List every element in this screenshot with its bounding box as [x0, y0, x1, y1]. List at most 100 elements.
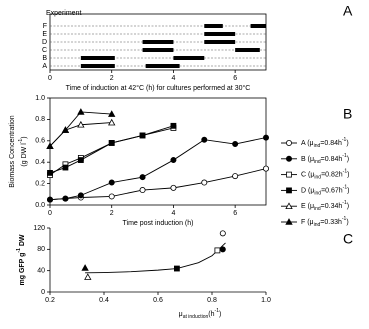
y-tick-label: 0.0 — [35, 202, 45, 209]
x-axis-title: Time of induction at 42°C (h) for cultur… — [66, 84, 251, 92]
x-tick-label: 1.0 — [261, 297, 271, 304]
induction-bar — [204, 32, 236, 36]
y-axis-title: mg GFP g-1 DW — [16, 234, 26, 285]
legend-marker — [286, 171, 292, 178]
y-axis-unit-part: (g DW l — [21, 143, 28, 167]
y-tick-label: 0.4 — [35, 159, 45, 166]
y-tick-label: 80 — [37, 246, 45, 253]
marker — [47, 169, 53, 176]
series-line — [49, 127, 174, 176]
y-tick-label: 0 — [41, 289, 45, 296]
legend-label-part: =0.34h — [321, 203, 343, 210]
legend-label-part: =0.84h — [321, 156, 343, 163]
legend-marker — [285, 139, 292, 146]
y-tick-label: 120 — [33, 225, 45, 232]
fit-curve — [85, 242, 226, 274]
x-axis-title: Time post induction (h) — [123, 220, 194, 227]
y-tick-label: 40 — [37, 268, 45, 275]
marker — [81, 264, 89, 271]
y-axis-title-part: -1 — [16, 248, 22, 253]
marker — [77, 157, 84, 163]
legend-label-part: ind — [314, 207, 321, 213]
marker — [77, 192, 84, 199]
marker — [61, 126, 70, 133]
y-axis-title: Biomass Concentration — [9, 115, 16, 187]
x-tick-label: 0.6 — [153, 297, 163, 304]
y-tick-label: 0.8 — [35, 116, 45, 123]
induction-bar — [142, 48, 174, 52]
x-tick-label: 2 — [110, 75, 114, 82]
induction-bar — [204, 40, 236, 44]
x-tick-label: 4 — [171, 75, 175, 82]
legend-label-part: ) — [347, 171, 349, 178]
legend-label-part: ind — [314, 143, 321, 149]
x-tick-label: 0.8 — [207, 297, 217, 304]
marker — [262, 134, 269, 141]
legend-label-part: B (μ — [301, 156, 314, 163]
y-axis-unit-part: -1 — [18, 139, 24, 144]
y-axis-unit-part: ) — [21, 136, 28, 138]
legend-label-part: -1 — [343, 169, 348, 175]
marker — [62, 164, 69, 171]
marker — [214, 247, 221, 254]
x-tick-label: 0.4 — [99, 297, 109, 304]
legend-label-part: -1 — [342, 137, 347, 143]
marker — [47, 196, 54, 203]
x-tick-label: 0 — [48, 75, 52, 82]
legend-label: C (μind=0.82h-1) — [301, 169, 349, 181]
legend-label: E (μind=0.34h-1) — [301, 201, 349, 213]
legend-label-part: ind — [314, 175, 321, 181]
x-axis-title-part: μ — [179, 311, 183, 318]
x-tick-label: 6 — [233, 75, 237, 82]
series-line — [49, 111, 112, 147]
legend-label-part: -1 — [342, 201, 347, 207]
induction-bar — [250, 24, 266, 28]
legend-label-part: ind — [314, 222, 321, 228]
legend-label-part: =0.84h — [320, 140, 342, 147]
legend-marker — [286, 187, 292, 194]
x-tick-label: 0.2 — [45, 297, 55, 304]
marker — [139, 174, 146, 181]
induction-bar — [204, 24, 223, 28]
marker — [170, 157, 177, 164]
legend-label: F (μind=0.33h-1) — [301, 216, 349, 228]
marker — [108, 193, 115, 200]
legend-label-part: -1 — [342, 153, 347, 159]
marker — [46, 142, 54, 149]
panel-label: C — [343, 231, 353, 247]
legend-label: A (μind=0.84h-1) — [301, 137, 349, 149]
panel-label: A — [343, 3, 353, 19]
marker — [108, 179, 115, 186]
marker — [62, 195, 69, 202]
frame — [49, 97, 267, 206]
induction-bar — [80, 64, 115, 68]
marker — [170, 184, 177, 191]
marker — [170, 122, 177, 129]
y-tick-label: 0.2 — [35, 180, 45, 187]
legend-label-part: ) — [346, 219, 348, 226]
legend-label-part: =0.67h — [321, 187, 343, 194]
y-tick-label: 1.0 — [35, 95, 45, 102]
induction-bar — [145, 64, 180, 68]
row-label: E — [42, 31, 47, 38]
y-axis-unit: (g DW l-1) — [18, 136, 28, 166]
legend-label-part: ) — [347, 203, 349, 210]
marker — [201, 136, 208, 143]
legend-title: Experiment — [46, 10, 81, 17]
x-tick-label: 6 — [233, 210, 237, 217]
legend-label-part: -1 — [342, 216, 347, 222]
legend-label: D (μind=0.67h-1) — [301, 185, 349, 197]
legend-marker — [285, 218, 293, 225]
legend-label-part: ) — [346, 140, 348, 147]
marker — [139, 132, 146, 139]
legend-label-part: =0.82h — [321, 171, 343, 178]
legend-label-part: C (μ — [301, 171, 314, 178]
legend-label-part: ) — [347, 187, 349, 194]
legend-label-part: A (μ — [301, 140, 314, 147]
legend-label-part: =0.33h — [320, 219, 342, 226]
marker — [262, 165, 269, 172]
series-line — [49, 137, 267, 201]
x-axis-title-part: -1 — [215, 308, 220, 314]
marker — [173, 265, 180, 272]
row-label: F — [43, 23, 47, 30]
